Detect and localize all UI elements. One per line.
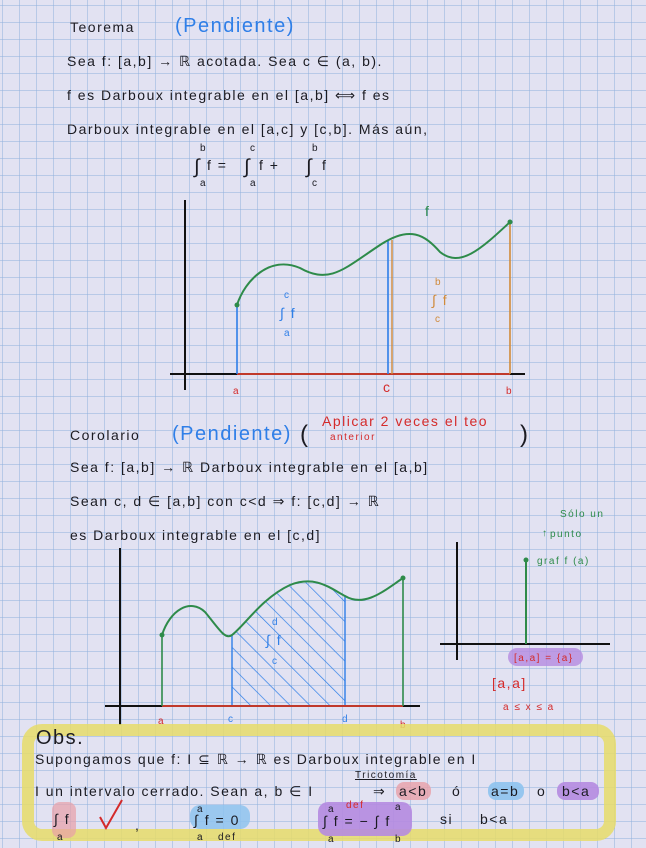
- svg-text:f: f: [322, 157, 327, 173]
- svg-text:def: def: [218, 832, 236, 843]
- svg-text:a ≤ x ≤ a: a ≤ x ≤ a: [503, 702, 555, 713]
- svg-text:∫ f: ∫ f: [431, 292, 448, 308]
- svg-text:c: c: [228, 714, 235, 725]
- svg-text:c: c: [250, 143, 257, 154]
- obs-line-2: I un intervalo cerrado. Sean a, b ∈ I: [35, 783, 314, 799]
- svg-text:d: d: [342, 714, 349, 725]
- svg-text:[a,a]: [a,a]: [492, 675, 527, 691]
- corollary-title: Corolario: [70, 427, 140, 443]
- svg-text:a: a: [158, 716, 165, 727]
- svg-text:ó: ó: [452, 783, 461, 799]
- svg-text:a: a: [395, 802, 402, 813]
- svg-text:(: (: [300, 421, 310, 448]
- svg-text:d: d: [272, 617, 279, 628]
- svg-text:b: b: [435, 277, 442, 288]
- svg-text:∫ f = 0: ∫ f = 0: [193, 812, 240, 828]
- svg-text:b: b: [506, 386, 513, 397]
- svg-text:f +: f +: [259, 157, 279, 173]
- svg-text:o: o: [537, 783, 546, 799]
- svg-text:∫ f: ∫ f: [265, 632, 282, 648]
- obs-highlight-box: [22, 724, 616, 841]
- theorem-line-1: Sea f: [a,b] → ℝ acotada. Sea c ∈ (a, b)…: [67, 53, 383, 69]
- corollary-note-2: anterior: [330, 432, 376, 443]
- svg-text:a: a: [197, 832, 204, 843]
- svg-text:def: def: [346, 800, 364, 811]
- theorem-title: Teorema: [70, 19, 135, 35]
- svg-text:∫ f: ∫ f: [279, 305, 296, 321]
- svg-text:si: si: [440, 811, 453, 827]
- svg-text:f =: f =: [207, 157, 227, 173]
- tricotomia-label: Tricotomía: [355, 770, 417, 781]
- svg-text:c: c: [383, 379, 392, 395]
- svg-text:a: a: [328, 834, 335, 845]
- theorem-line-2: f es Darboux integrable en el [a,b] ⟺ f …: [67, 87, 391, 103]
- obs-title: Obs.: [36, 727, 84, 749]
- svg-text:a: a: [197, 804, 204, 815]
- theorem-graph: f a c b c ∫ f a b ∫ f c: [170, 200, 525, 397]
- svg-text:c: c: [272, 656, 279, 667]
- svg-text:b<a: b<a: [480, 811, 508, 827]
- svg-text:∫ f: ∫ f: [53, 811, 70, 827]
- svg-text:c: c: [312, 178, 319, 189]
- svg-text:graf f (a): graf f (a): [537, 556, 590, 567]
- svg-text:a: a: [233, 386, 240, 397]
- svg-text:∫: ∫: [193, 156, 201, 178]
- svg-text:↑: ↑: [542, 528, 549, 539]
- case-a-equals-b: a=b: [491, 783, 519, 799]
- svg-text:a: a: [57, 832, 64, 843]
- checkmark-icon: [99, 799, 123, 831]
- corollary-line-2: Sean c, d ∈ [a,b] con c<d ⇒ f: [c,d] → ℝ: [70, 493, 380, 509]
- obs-integral-3: def a ∫ f = − ∫ f a a b si b<a: [318, 800, 508, 845]
- svg-text:b: b: [312, 143, 319, 154]
- theorem-line-3: Darboux integrable en el [a,c] y [c,b]. …: [67, 121, 429, 137]
- svg-text:a: a: [328, 804, 335, 815]
- svg-text:a: a: [250, 178, 257, 189]
- corollary-line-3: es Darboux integrable en el [c,d]: [70, 527, 321, 543]
- svg-text:c: c: [435, 314, 442, 325]
- svg-text:[a,a] = {a}: [a,a] = {a}: [514, 653, 574, 664]
- svg-text:⇒: ⇒: [373, 783, 386, 799]
- obs-integral-2: a ∫ f = 0 a def: [190, 804, 250, 843]
- svg-text:∫ f = − ∫ f: ∫ f = − ∫ f: [322, 813, 391, 829]
- corollary-graph: a c d b d ∫ f c: [105, 548, 420, 731]
- obs-integral-1: ∫ f a ,: [52, 799, 140, 843]
- svg-text:∫: ∫: [305, 156, 313, 178]
- svg-text:b: b: [395, 834, 402, 845]
- corollary-line-1: Sea f: [a,b] → ℝ Darboux integrable en e…: [70, 459, 429, 475]
- svg-text:,: ,: [135, 817, 140, 833]
- case-a-less-b: a<b: [399, 783, 427, 799]
- svg-text:c: c: [284, 290, 291, 301]
- corollary-note-1: Aplicar 2 veces el teo: [322, 413, 488, 429]
- svg-text:f: f: [425, 203, 430, 219]
- svg-text:): ): [520, 421, 530, 448]
- svg-text:a: a: [200, 178, 207, 189]
- case-b-less-a: b<a: [562, 783, 590, 799]
- svg-text:∫: ∫: [243, 156, 251, 178]
- svg-text:b: b: [200, 143, 207, 154]
- theorem-status: (Pendiente): [175, 15, 295, 37]
- svg-text:a: a: [284, 328, 291, 339]
- curve-f: [236, 221, 511, 306]
- svg-text:Sólo un: Sólo un: [560, 509, 604, 520]
- single-point-graph: Sólo un punto ↑ graf f (a) [a,a] = {a} […: [440, 509, 610, 713]
- obs-line-1: Supongamos que f: I ⊆ ℝ → ℝ es Darboux i…: [35, 751, 477, 767]
- theorem-formula: b ∫ a f = c ∫ a f + b ∫ c f: [193, 143, 327, 189]
- svg-text:punto: punto: [550, 529, 583, 540]
- corollary-status: (Pendiente): [172, 423, 292, 445]
